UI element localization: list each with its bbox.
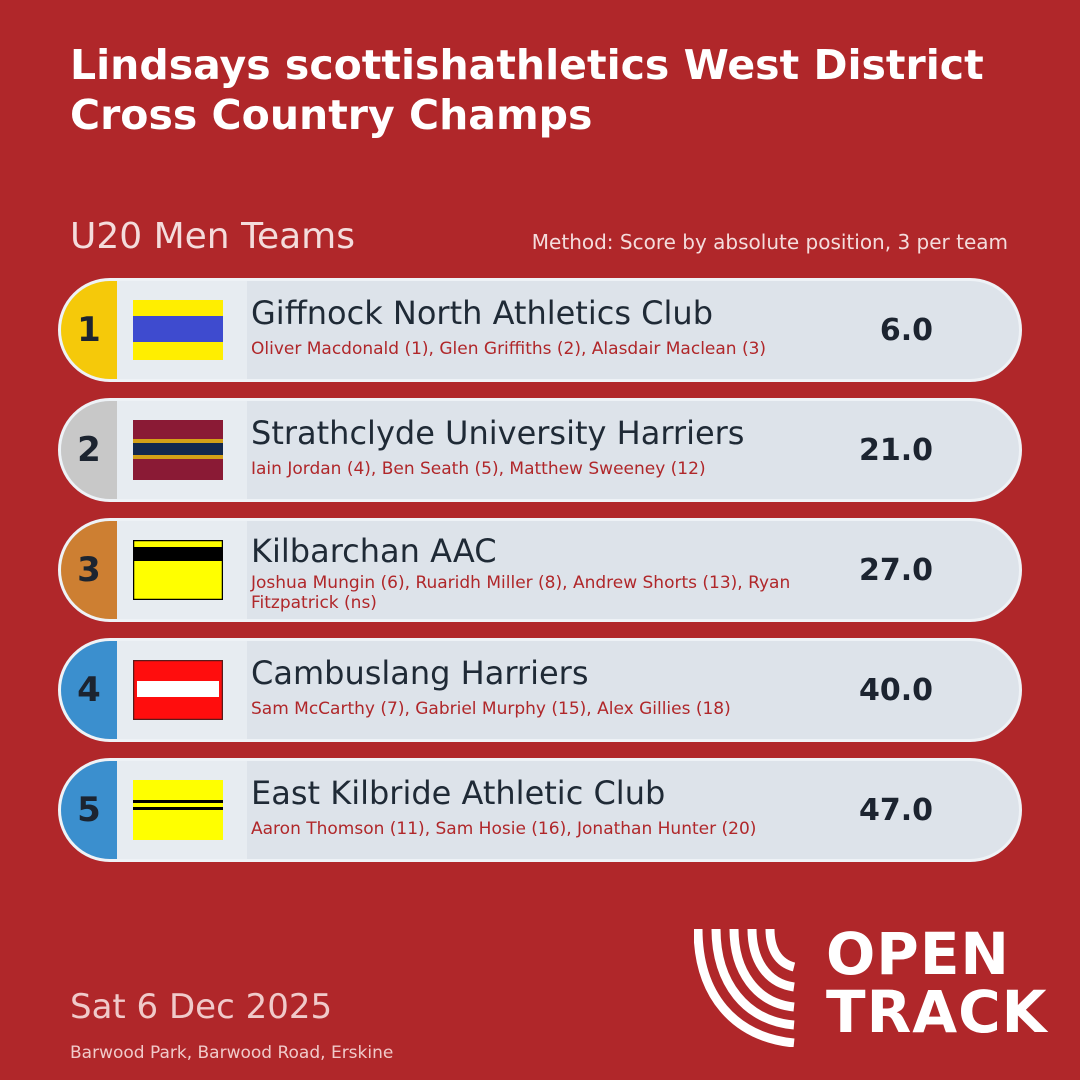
club-flag-icon	[133, 540, 223, 600]
opentrack-logo: OPEN TRACK	[694, 925, 1047, 1047]
rank-badge: 2	[61, 401, 117, 499]
team-members: Sam McCarthy (7), Gabriel Murphy (15), A…	[251, 699, 731, 719]
event-venue: Barwood Park, Barwood Road, Erskine	[70, 1043, 394, 1063]
club-flag-icon	[133, 660, 223, 720]
page-title: Lindsays scottishathletics West District…	[70, 41, 984, 139]
team-score: 47.0	[858, 792, 933, 828]
team-name: Giffnock North Athletics Club	[251, 294, 713, 332]
team-row: 1 Giffnock North Athletics Club Oliver M…	[58, 278, 1022, 382]
club-flag-cell	[117, 281, 247, 379]
event-date: Sat 6 Dec 2025	[70, 987, 333, 1027]
club-flag-cell	[117, 401, 247, 499]
team-name: Kilbarchan AAC	[251, 532, 497, 570]
scoring-method: Method: Score by absolute position, 3 pe…	[531, 230, 1008, 254]
team-members: Oliver Macdonald (1), Glen Griffiths (2)…	[251, 339, 767, 359]
team-members: Iain Jordan (4), Ben Seath (5), Matthew …	[251, 459, 706, 479]
club-flag-cell	[117, 641, 247, 739]
team-score: 27.0	[858, 552, 933, 588]
rank-badge: 3	[61, 521, 117, 619]
team-members: Aaron Thomson (11), Sam Hosie (16), Jona…	[251, 819, 757, 839]
rank-badge: 5	[61, 761, 117, 859]
team-results-list: 1 Giffnock North Athletics Club Oliver M…	[58, 278, 1022, 878]
rank-badge: 4	[61, 641, 117, 739]
club-flag-icon	[133, 420, 223, 480]
team-name: Strathclyde University Harriers	[251, 414, 745, 452]
team-row: 4 Cambuslang Harriers Sam McCarthy (7), …	[58, 638, 1022, 742]
club-flag-icon	[133, 780, 223, 840]
event-category: U20 Men Teams	[70, 216, 355, 257]
logo-wordmark: OPEN TRACK	[826, 925, 1048, 1041]
team-row: 2 Strathclyde University Harriers Iain J…	[58, 398, 1022, 502]
team-row: 5 East Kilbride Athletic Club Aaron Thom…	[58, 758, 1022, 862]
team-name: East Kilbride Athletic Club	[251, 774, 666, 812]
team-row: 3 Kilbarchan AAC Joshua Mungin (6), Ruar…	[58, 518, 1022, 622]
track-lanes-icon	[694, 928, 796, 1047]
team-members: Joshua Mungin (6), Ruaridh Miller (8), A…	[251, 573, 791, 613]
club-flag-cell	[117, 761, 247, 859]
club-flag-cell	[117, 521, 247, 619]
logo-word-track: TRACK	[826, 978, 1048, 1046]
team-name: Cambuslang Harriers	[251, 654, 589, 692]
team-score: 21.0	[858, 432, 933, 468]
rank-badge: 1	[61, 281, 117, 379]
logo-word-open: OPEN	[826, 920, 1010, 988]
club-flag-icon	[133, 300, 223, 360]
team-score: 40.0	[858, 672, 933, 708]
team-score: 6.0	[879, 312, 933, 348]
